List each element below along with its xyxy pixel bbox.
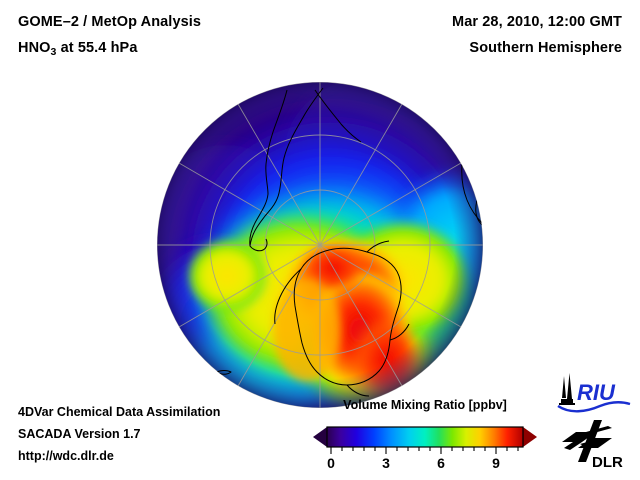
dlr-wordmark: DLR: [592, 454, 623, 471]
url-label[interactable]: http://wdc.dlr.de: [18, 449, 114, 463]
colorbar-low-arrow-cap: [313, 427, 327, 447]
colorbar-svg: 0 3 6 9: [313, 426, 537, 470]
polar-map-globe: [155, 80, 485, 410]
species-suffix: at 55.4 hPa: [56, 40, 138, 56]
colorbar-title: Volume Mixing Ratio [ppbv]: [343, 398, 507, 412]
datetime-label: Mar 28, 2010, 12:00 GMT: [452, 14, 622, 30]
coastline-south-georgia: [216, 370, 232, 375]
graticule-meridians: [157, 82, 483, 408]
colorbar-tick-label: 3: [382, 455, 390, 470]
dlr-emblem-icon: [562, 420, 612, 462]
colorbar-high-arrow-cap: [523, 427, 537, 447]
species-subscript: 3: [50, 46, 57, 58]
riu-wordmark: RIU: [577, 380, 616, 405]
species-prefix: HNO: [18, 40, 51, 56]
coastline-falklands: [200, 378, 211, 382]
colorbar-gradient-bar: [327, 427, 523, 447]
coastline-queen-maud-land: [366, 240, 390, 253]
coastline-tierra-del-fuego: [249, 238, 268, 252]
coastline-brazil-coast: [314, 89, 362, 143]
species-level-label: HNO3 at 55.4 hPa: [18, 40, 137, 58]
riu-logo[interactable]: RIU: [557, 373, 631, 413]
colorbar-tick-labels: 0 3 6 9: [327, 455, 500, 470]
colorbar: Volume Mixing Ratio [ppbv]: [305, 398, 545, 472]
coastline-antarctic-peninsula: [274, 268, 302, 325]
dlr-logo[interactable]: DLR: [562, 420, 623, 471]
coastline-antarctica: [293, 247, 402, 386]
colorbar-tick-label: 0: [327, 455, 335, 470]
version-label: SACADA Version 1.7: [18, 427, 141, 441]
colorbar-tick-label: 6: [437, 455, 445, 470]
coastline-ross-sea: [346, 384, 370, 397]
globe-svg: [155, 80, 485, 410]
logos-svg: RIU DLR: [557, 373, 631, 471]
map-field: [156, 81, 484, 409]
region-label: Southern Hemisphere: [469, 40, 622, 56]
cathedral-icon: [559, 373, 575, 405]
logo-group: RIU DLR: [552, 370, 638, 474]
globe-edge-mask: [155, 80, 485, 410]
colorbar-tick-label: 9: [492, 455, 500, 470]
coastline-wilkes-land: [389, 323, 410, 341]
colorbar-frame: [326, 426, 524, 448]
method-label: 4DVar Chemical Data Assimilation: [18, 405, 221, 419]
page-title: GOME–2 / MetOp Analysis: [18, 14, 202, 30]
colorbar-ticks: [330, 447, 519, 454]
riu-wave-icon: [557, 401, 631, 413]
